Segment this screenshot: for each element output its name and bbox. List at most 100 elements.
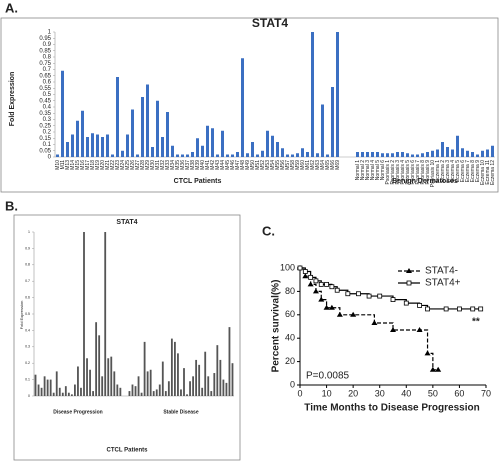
bar	[134, 386, 137, 396]
bar	[296, 153, 299, 157]
bar	[461, 148, 464, 157]
y-axis-label: Percent survival(%)	[271, 280, 282, 373]
x-tick-label: Eczema 9	[475, 160, 481, 182]
y-tick-label: 0.9	[43, 42, 52, 48]
x-tick-label: 20	[348, 388, 358, 398]
marker	[425, 306, 430, 312]
bar	[491, 145, 494, 157]
y-tick-label: 0.1	[43, 142, 52, 148]
marker	[366, 293, 372, 299]
bar	[116, 77, 119, 157]
x-tick-label: M21	[105, 160, 111, 170]
x-tick-label: Eczema 3	[445, 160, 451, 182]
marker	[328, 304, 335, 310]
bar	[98, 335, 101, 396]
bar	[140, 392, 143, 396]
bar	[181, 154, 184, 157]
bar	[411, 154, 414, 157]
bar	[416, 154, 419, 157]
marker	[313, 278, 319, 284]
marker	[350, 311, 357, 317]
x-tick-label: Eczema 12	[490, 160, 496, 185]
bar	[111, 154, 114, 157]
y-tick-label: 0.2	[25, 361, 30, 365]
x-tick-label: Psoriasis 6	[410, 160, 416, 185]
x-tick-label: Psoriasis 2	[390, 160, 396, 185]
bar	[71, 134, 74, 157]
y-tick-label: 0.65	[39, 73, 51, 79]
x-tick-label: M45	[225, 160, 231, 170]
bar	[361, 152, 364, 157]
y-tick-label: 0	[28, 394, 30, 398]
bar	[146, 84, 149, 157]
bar	[149, 369, 152, 396]
bar	[183, 368, 185, 396]
bar	[152, 391, 155, 396]
bar	[231, 363, 234, 396]
x-tick-label: M34	[170, 160, 176, 170]
x-tick-label: M32	[160, 160, 166, 170]
bar	[431, 150, 434, 157]
bar	[155, 389, 158, 396]
bar	[371, 152, 374, 157]
y-tick-label: 0.85	[39, 48, 51, 54]
x-tick-label: M35	[175, 160, 181, 170]
x-tick-label: M61	[305, 160, 311, 170]
bar	[326, 154, 329, 157]
y-tick-label: 0.2	[43, 130, 52, 136]
bar	[151, 147, 154, 157]
marker	[345, 291, 351, 297]
bar	[436, 149, 439, 157]
x-tick-label: M27	[135, 160, 141, 170]
bar	[180, 389, 182, 396]
bar	[331, 87, 334, 157]
bar	[396, 152, 399, 157]
bar	[381, 153, 384, 157]
marker	[470, 306, 476, 312]
x-tick-label: Psoriasis 8	[420, 160, 426, 185]
bar	[189, 381, 191, 396]
x-tick-label: M19	[95, 160, 101, 170]
bar	[171, 145, 174, 157]
bar	[192, 376, 194, 396]
chart-title: STAT4	[116, 219, 137, 226]
marker	[478, 306, 484, 312]
group-label: CTCL Patients	[174, 178, 222, 185]
y-tick-label: 0.75	[39, 61, 51, 67]
bar	[281, 148, 284, 157]
y-tick-label: 0.45	[39, 98, 51, 104]
x-tick-label: M38	[190, 160, 196, 170]
x-tick-label: M47	[235, 160, 241, 170]
x-tick-label: M25	[125, 160, 131, 170]
x-tick-label: Normal 2	[360, 160, 366, 181]
x-tick-label: M17	[85, 160, 91, 170]
marker	[424, 350, 431, 356]
bar	[231, 154, 234, 157]
x-tick-label: M59	[295, 160, 301, 170]
bar	[206, 125, 209, 157]
panel-a-frame	[0, 17, 499, 193]
x-tick-label: Eczema 7	[465, 160, 471, 182]
x-tick-label: Psoriasis 3	[395, 160, 401, 185]
y-tick-label: 0.35	[39, 111, 51, 117]
bar	[216, 345, 219, 396]
x-tick-label: Eczema 4	[450, 160, 456, 182]
bar	[81, 110, 84, 157]
bar	[486, 149, 489, 157]
bar	[201, 387, 204, 396]
y-tick-label: 1	[28, 230, 30, 234]
x-tick-label: 60	[454, 388, 464, 398]
bar	[76, 120, 79, 157]
panel-label: C.	[262, 223, 275, 238]
bar	[86, 358, 88, 396]
x-tick-label: M69	[335, 160, 341, 170]
x-tick-label: Eczema 11	[485, 160, 491, 185]
chart-title: STAT4	[252, 16, 289, 30]
y-tick-label: 0.15	[39, 136, 51, 142]
bar	[43, 376, 46, 396]
bar	[213, 373, 216, 396]
bar	[228, 327, 231, 396]
y-tick-label: 40	[285, 333, 295, 343]
bar	[471, 152, 474, 157]
